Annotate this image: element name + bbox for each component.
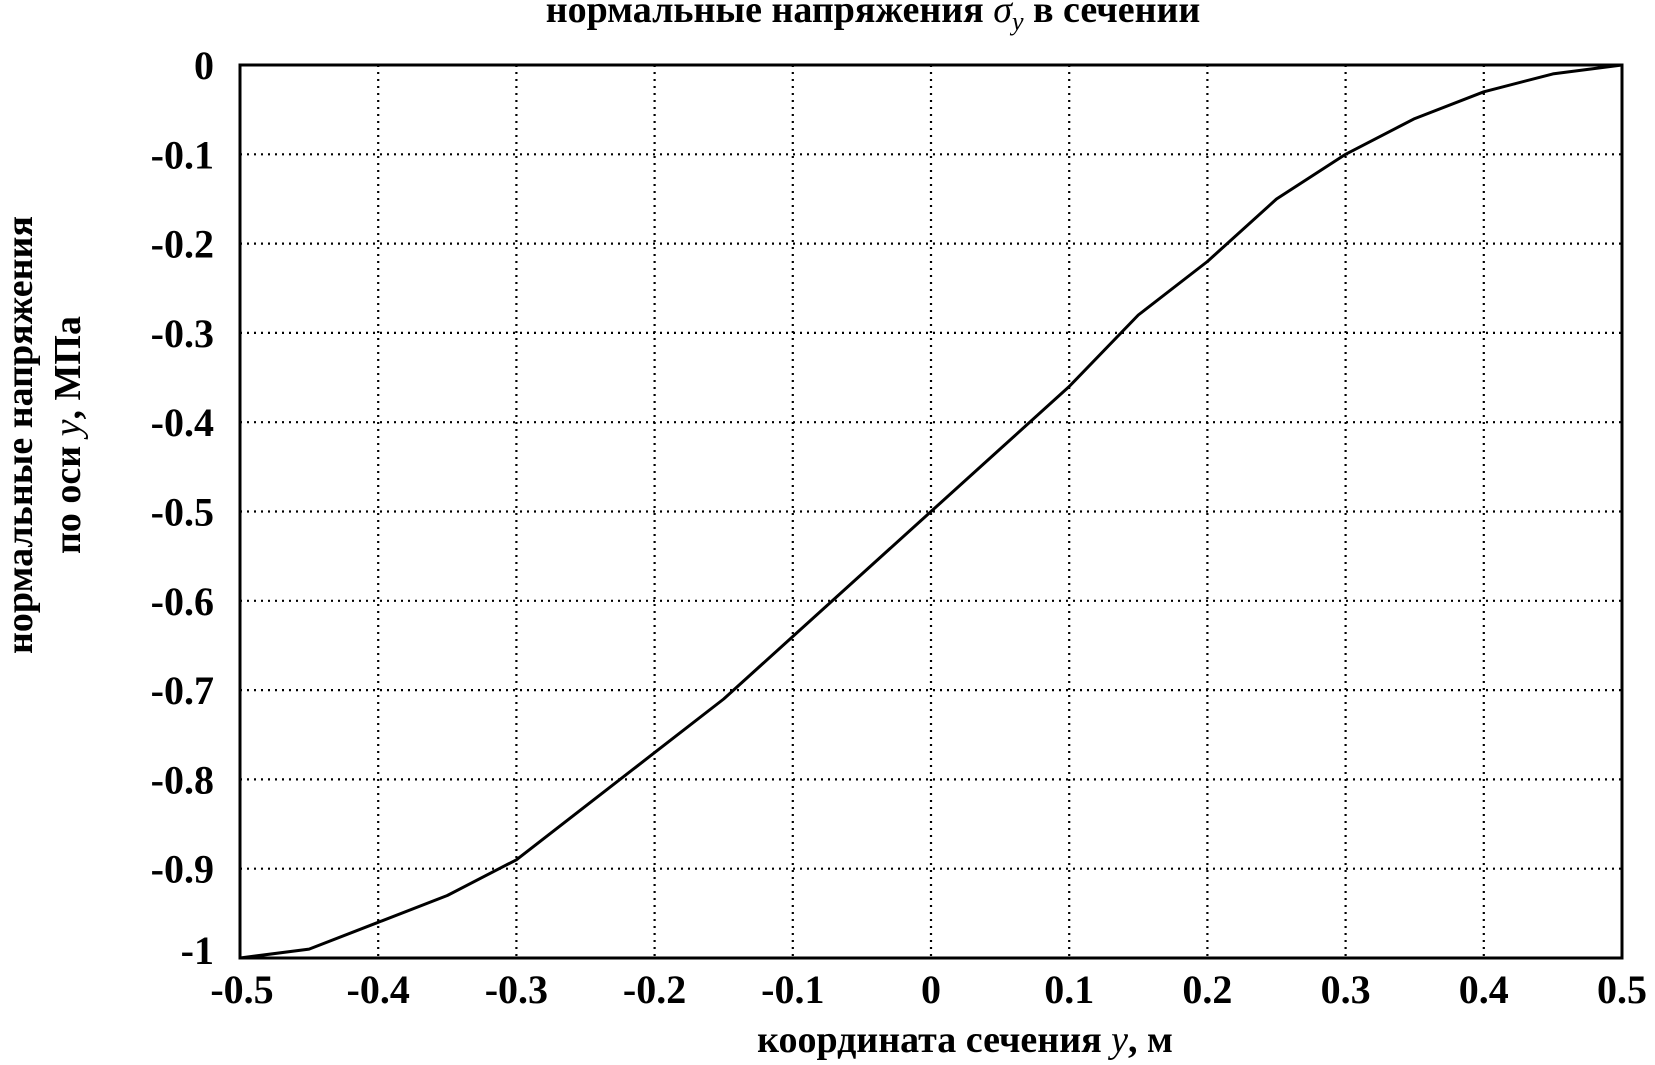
y-tick-label: 0 xyxy=(194,43,214,88)
y-tick-label: -0.1 xyxy=(151,132,214,177)
y-tick-label: -0.8 xyxy=(151,757,214,802)
x-tick-label: -0.5 xyxy=(210,967,273,1012)
x-tick-label: 0 xyxy=(921,967,941,1012)
y-tick-label: -0.9 xyxy=(151,847,214,892)
x-tick-label: 0.2 xyxy=(1182,967,1232,1012)
y-tick-label: -1 xyxy=(181,928,214,973)
plot-frame xyxy=(238,63,1624,960)
x-tick-label: -0.2 xyxy=(623,967,686,1012)
y-axis-title-line1: нормальные напряжения xyxy=(0,216,41,654)
series-line xyxy=(239,63,1623,960)
x-tick-label: -0.3 xyxy=(485,967,548,1012)
x-tick-label: -0.1 xyxy=(761,967,824,1012)
y-tick-label: -0.2 xyxy=(151,222,214,267)
y-tick-labels: 0 -0.1 -0.2 -0.3 -0.4 -0.5 -0.6 -0.7 -0.8 -0.9 -1 xyxy=(151,43,214,973)
y-tick-label: -0.7 xyxy=(151,668,214,713)
x-axis-title: координата сечения y, м xyxy=(757,1019,1173,1060)
y-tick-label: -0.4 xyxy=(151,400,214,445)
x-tick-label: -0.4 xyxy=(347,967,410,1012)
x-tick-label: 0.1 xyxy=(1044,967,1094,1012)
x-tick-label: 0.3 xyxy=(1321,967,1371,1012)
y-tick-label: -0.5 xyxy=(151,490,214,535)
x-tick-label: 0.5 xyxy=(1597,967,1647,1012)
chart-title: нормальные напряжения σy в сечении xyxy=(546,0,1201,36)
x-tick-label: 0.4 xyxy=(1459,967,1509,1012)
y-tick-label: -0.6 xyxy=(151,579,214,624)
y-axis-title: нормальные напряжения по оси y, МПа xyxy=(0,216,89,654)
y-tick-label: -0.3 xyxy=(151,311,214,356)
grid xyxy=(240,65,1622,958)
x-tick-labels: -0.5 -0.4 -0.3 -0.2 -0.1 0 0.1 0.2 0.3 0.4 0.5 xyxy=(210,967,1647,1012)
y-axis-title-line2: по оси y, МПа xyxy=(47,316,89,554)
